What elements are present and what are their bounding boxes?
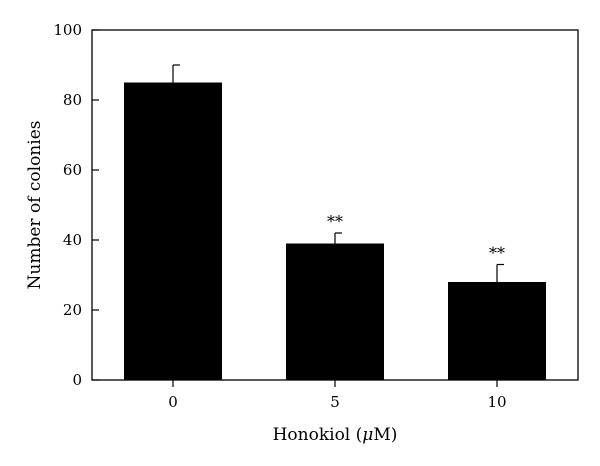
y-tick-label: 60 <box>63 161 82 179</box>
y-tick-label: 80 <box>63 91 82 109</box>
y-tick-label: 40 <box>63 231 82 249</box>
y-tick-label: 100 <box>53 21 82 39</box>
bar-0 <box>124 82 222 380</box>
x-axis: 0 5 10 <box>168 380 507 411</box>
x-tick-label: 5 <box>330 393 340 411</box>
x-tick-label: 0 <box>168 393 178 411</box>
y-axis: 0 20 40 60 80 100 <box>53 21 99 389</box>
significance-label: ** <box>327 212 343 231</box>
significance-label: ** <box>489 244 505 263</box>
y-tick-label: 0 <box>72 371 82 389</box>
bar-5 <box>286 243 384 380</box>
bars-layer: ** ** <box>124 64 546 380</box>
y-tick-label: 20 <box>63 301 82 319</box>
bar-10 <box>448 282 546 380</box>
y-axis-title: Number of colonies <box>25 121 45 290</box>
x-tick-label: 10 <box>487 393 506 411</box>
x-axis-title: Honokiol (μM) <box>273 425 398 445</box>
